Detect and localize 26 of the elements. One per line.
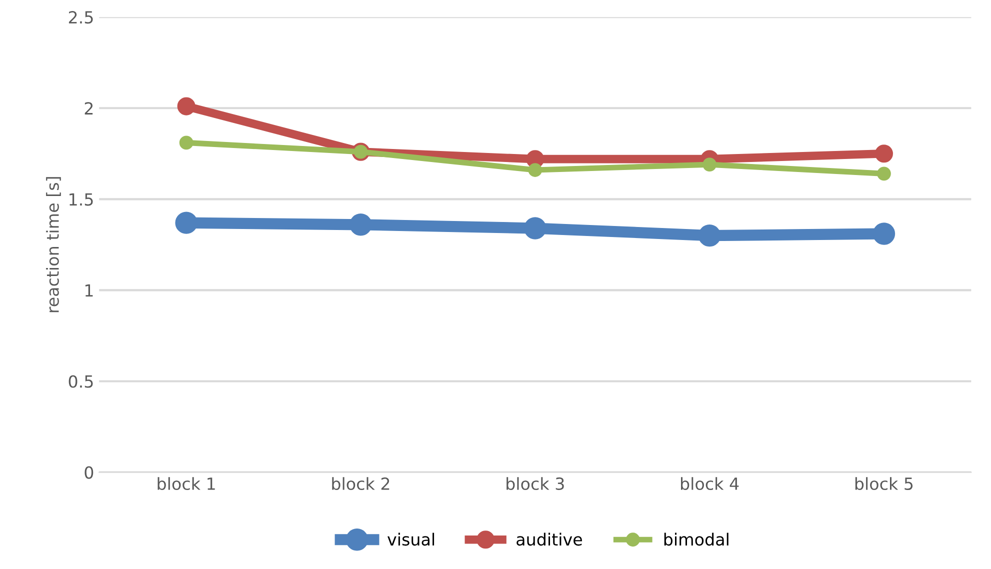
point bbox=[350, 214, 372, 236]
legend-label: bimodal bbox=[664, 532, 728, 546]
point bbox=[872, 222, 896, 245]
point bbox=[179, 136, 194, 150]
point bbox=[528, 163, 542, 177]
point bbox=[702, 158, 716, 172]
x-tick-label: block 5 bbox=[855, 477, 913, 490]
point bbox=[177, 97, 196, 116]
x-tick-label: block 1 bbox=[158, 477, 215, 490]
y-tick-label: 0 bbox=[84, 466, 94, 479]
y-tick-label: 0.5 bbox=[68, 375, 93, 388]
y-tick-label: 1 bbox=[85, 284, 93, 297]
y-tick-label: 1.5 bbox=[70, 193, 93, 206]
legend-label: auditive bbox=[516, 532, 582, 546]
point bbox=[175, 212, 198, 234]
x-tick-label: block 4 bbox=[681, 477, 739, 490]
point bbox=[877, 166, 891, 181]
y-tick-label: 2 bbox=[84, 102, 93, 114]
point bbox=[874, 144, 893, 163]
legend-label: visual bbox=[388, 532, 434, 546]
x-tick-label: block 3 bbox=[506, 477, 564, 490]
point bbox=[698, 224, 721, 247]
y-axis-title: reaction time [s] bbox=[46, 177, 61, 312]
x-tick-label: block 2 bbox=[332, 477, 390, 490]
y-tick-label: 2.5 bbox=[68, 11, 93, 24]
point bbox=[524, 217, 546, 240]
